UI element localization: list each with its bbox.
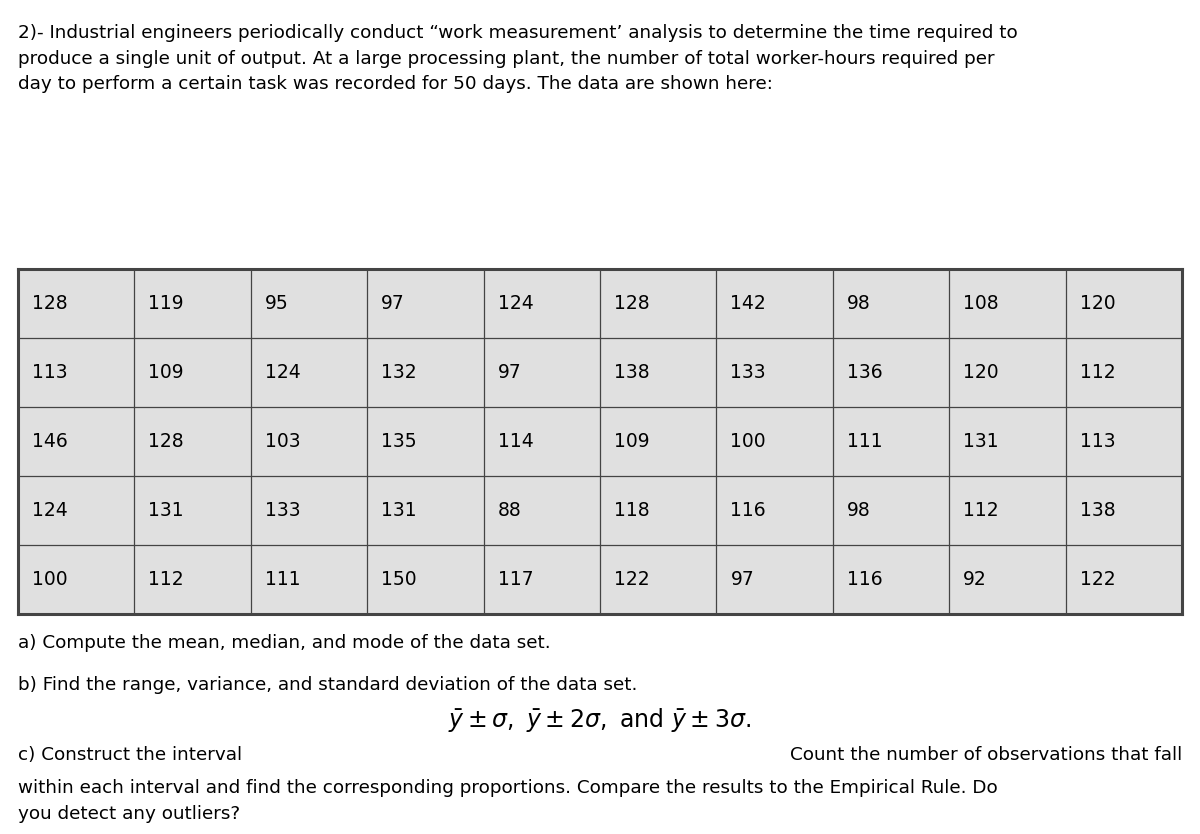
Text: 111: 111 [847, 432, 882, 451]
Text: 128: 128 [32, 294, 67, 313]
Text: 113: 113 [1080, 432, 1115, 451]
Text: 119: 119 [149, 294, 184, 313]
Text: 122: 122 [1080, 570, 1115, 589]
Text: 133: 133 [731, 363, 766, 382]
Text: 120: 120 [964, 363, 998, 382]
Text: 117: 117 [498, 570, 533, 589]
Text: 138: 138 [614, 363, 649, 382]
Text: 124: 124 [32, 501, 67, 520]
Text: a) Compute the mean, median, and mode of the data set.: a) Compute the mean, median, and mode of… [18, 634, 551, 652]
Text: 108: 108 [964, 294, 998, 313]
Text: b) Find the range, variance, and standard deviation of the data set.: b) Find the range, variance, and standar… [18, 676, 637, 694]
Text: 142: 142 [731, 294, 766, 313]
Text: 112: 112 [1080, 363, 1115, 382]
Text: 124: 124 [498, 294, 533, 313]
Text: 100: 100 [32, 570, 67, 589]
Text: 138: 138 [1080, 501, 1115, 520]
Text: 103: 103 [265, 432, 300, 451]
Text: $\bar{y} \pm \sigma,\ \bar{y} \pm 2\sigma,\ \mathrm{and}\ \bar{y} \pm 3\sigma.$: $\bar{y} \pm \sigma,\ \bar{y} \pm 2\sigm… [449, 706, 751, 734]
Text: 120: 120 [1080, 294, 1115, 313]
Text: 97: 97 [498, 363, 521, 382]
Text: 122: 122 [614, 570, 649, 589]
Text: 109: 109 [614, 432, 649, 451]
Text: 98: 98 [847, 501, 870, 520]
Text: 97: 97 [382, 294, 404, 313]
Text: 150: 150 [382, 570, 416, 589]
Text: 133: 133 [265, 501, 300, 520]
Text: 112: 112 [964, 501, 998, 520]
Text: 116: 116 [731, 501, 766, 520]
Text: 2)- Industrial engineers periodically conduct “work measurement’ analysis to det: 2)- Industrial engineers periodically co… [18, 24, 1018, 93]
Text: 135: 135 [382, 432, 416, 451]
Text: 118: 118 [614, 501, 649, 520]
Text: 146: 146 [32, 432, 67, 451]
Text: 113: 113 [32, 363, 67, 382]
Text: Count the number of observations that fall: Count the number of observations that fa… [790, 746, 1182, 764]
Text: 136: 136 [847, 363, 882, 382]
Text: 98: 98 [847, 294, 870, 313]
Text: within each interval and find the corresponding proportions. Compare the results: within each interval and find the corres… [18, 779, 997, 822]
Text: 112: 112 [149, 570, 184, 589]
Text: 132: 132 [382, 363, 416, 382]
Text: 128: 128 [614, 294, 649, 313]
Text: 100: 100 [731, 432, 766, 451]
Text: 128: 128 [149, 432, 184, 451]
Text: 116: 116 [847, 570, 882, 589]
Text: 114: 114 [498, 432, 533, 451]
Text: 88: 88 [498, 501, 521, 520]
Text: 95: 95 [265, 294, 288, 313]
Text: 131: 131 [382, 501, 416, 520]
Text: 124: 124 [265, 363, 300, 382]
Text: 92: 92 [964, 570, 986, 589]
Text: 97: 97 [731, 570, 754, 589]
Text: 111: 111 [265, 570, 300, 589]
Text: 131: 131 [964, 432, 998, 451]
Text: c) Construct the interval: c) Construct the interval [18, 746, 242, 764]
Bar [18, 269, 1182, 614]
Text: 131: 131 [149, 501, 184, 520]
Text: 109: 109 [149, 363, 184, 382]
